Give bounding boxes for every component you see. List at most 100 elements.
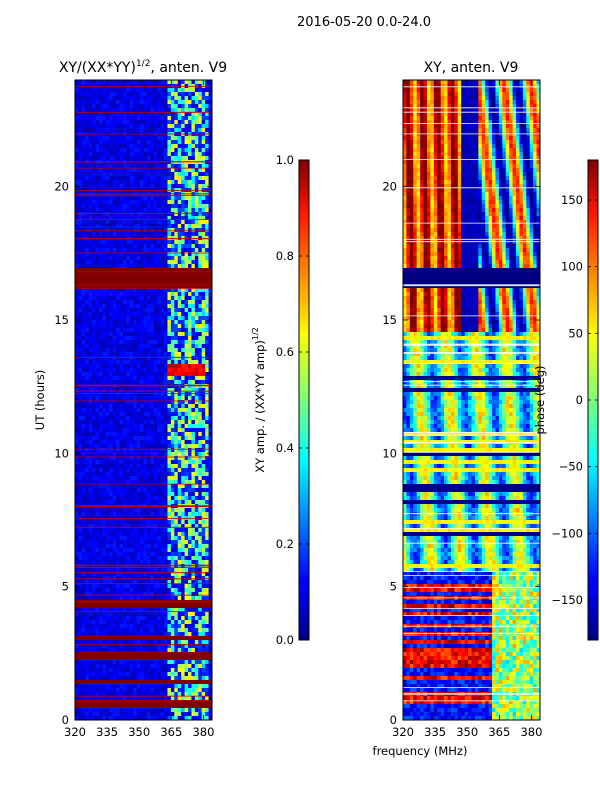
amplitude-cell xyxy=(126,216,131,221)
amplitude-cell xyxy=(109,112,114,117)
amplitude-cell xyxy=(112,128,117,133)
amplitude-cell xyxy=(160,488,165,493)
amplitude-cell xyxy=(208,476,212,481)
amplitude-cell xyxy=(102,116,107,121)
amplitude-cell xyxy=(160,108,165,113)
amplitude-cell xyxy=(133,560,138,565)
amplitude-cell xyxy=(92,560,96,565)
amplitude-cell xyxy=(188,500,192,505)
amplitude-cell xyxy=(170,428,175,433)
amplitude-cell xyxy=(85,440,90,445)
amplitude-cell xyxy=(201,144,206,149)
amplitude-cell xyxy=(136,80,141,85)
amplitude-cell xyxy=(208,244,212,249)
amplitude-cell xyxy=(198,472,203,477)
amplitude-cell xyxy=(98,356,103,361)
amplitude-cell xyxy=(136,292,141,297)
amplitude-cell xyxy=(92,508,96,513)
amplitude-cell xyxy=(109,176,114,181)
amplitude-cell xyxy=(146,548,151,553)
amplitude-cell xyxy=(92,396,96,401)
amplitude-cell xyxy=(75,472,79,477)
amplitude-cell xyxy=(157,388,162,393)
amplitude-cell xyxy=(98,468,103,473)
amplitude-cell xyxy=(157,92,162,97)
amplitude-cell xyxy=(126,320,131,325)
amplitude-cell xyxy=(153,232,158,237)
amplitude-cell xyxy=(109,232,114,237)
amplitude-cell xyxy=(188,292,192,297)
amplitude-cell xyxy=(119,432,124,437)
amplitude-cell xyxy=(153,120,158,125)
amplitude-cell xyxy=(88,116,93,121)
amplitude-cell xyxy=(112,536,117,541)
amplitude-cell xyxy=(157,452,162,457)
amplitude-cell xyxy=(140,244,144,249)
amplitude-cell xyxy=(75,332,79,337)
amplitude-cell xyxy=(81,220,86,225)
amplitude-cell xyxy=(81,556,86,561)
amplitude-cell xyxy=(201,536,206,541)
amplitude-cell xyxy=(140,352,144,357)
amplitude-cell xyxy=(150,144,155,149)
amplitude-cell xyxy=(170,240,175,245)
amplitude-cell xyxy=(105,392,110,397)
amplitude-cell xyxy=(191,476,196,481)
amplitude-cell xyxy=(170,384,175,389)
amplitude-cell xyxy=(188,336,192,341)
amplitude-cell xyxy=(153,244,158,249)
amplitude-cell xyxy=(167,512,172,517)
amplitude-cell xyxy=(198,112,203,117)
amplitude-cell xyxy=(188,488,192,493)
amplitude-cell xyxy=(133,460,138,465)
amplitude-cell xyxy=(177,560,182,565)
amplitude-cell xyxy=(177,240,182,245)
amplitude-cell xyxy=(198,176,203,181)
amplitude-cell xyxy=(205,204,209,209)
figure-title: 2016-05-20 0.0-24.0 xyxy=(297,15,431,30)
amplitude-cell xyxy=(133,372,138,377)
amplitude-cell xyxy=(208,196,212,201)
amplitude-cell xyxy=(92,312,96,317)
amplitude-cell xyxy=(191,544,196,549)
amplitude-cell xyxy=(170,220,175,225)
amplitude-cell xyxy=(116,220,120,225)
amplitude-cell xyxy=(88,340,93,345)
amplitude-cell xyxy=(167,148,172,153)
amplitude-cell xyxy=(167,452,172,457)
amplitude-cell xyxy=(174,440,179,445)
amplitude-cell xyxy=(191,528,196,533)
amplitude-cell xyxy=(81,568,86,573)
amplitude-cell xyxy=(153,184,158,189)
amplitude-cell xyxy=(112,176,117,181)
amplitude-cell xyxy=(116,128,120,133)
amplitude-cell xyxy=(112,348,117,353)
amplitude-cell xyxy=(150,152,155,157)
amplitude-cell xyxy=(109,136,114,141)
amplitude-cell xyxy=(140,488,144,493)
amplitude-cell xyxy=(174,280,179,285)
amplitude-cell xyxy=(98,556,103,561)
amplitude-cell xyxy=(170,224,175,229)
amplitude-cell xyxy=(184,276,189,281)
amplitude-cell xyxy=(188,284,192,289)
amplitude-cell xyxy=(150,384,155,389)
amplitude-cell xyxy=(88,108,93,113)
amplitude-cell xyxy=(177,572,182,577)
amplitude-cell xyxy=(160,276,165,281)
amplitude-cell xyxy=(146,444,151,449)
amplitude-cell xyxy=(105,232,110,237)
amplitude-cell xyxy=(174,492,179,497)
amplitude-cell xyxy=(174,136,179,141)
amplitude-cell xyxy=(143,300,148,305)
amplitude-cell xyxy=(112,332,117,337)
amplitude-cell xyxy=(150,476,155,481)
amplitude-cell xyxy=(105,104,110,109)
amplitude-cell xyxy=(184,228,189,233)
amplitude-cell xyxy=(164,544,168,549)
amplitude-cell xyxy=(160,256,165,261)
amplitude-cell xyxy=(136,436,141,441)
amplitude-cell xyxy=(170,576,175,581)
amplitude-cell xyxy=(201,460,206,465)
amplitude-cell xyxy=(102,412,107,417)
